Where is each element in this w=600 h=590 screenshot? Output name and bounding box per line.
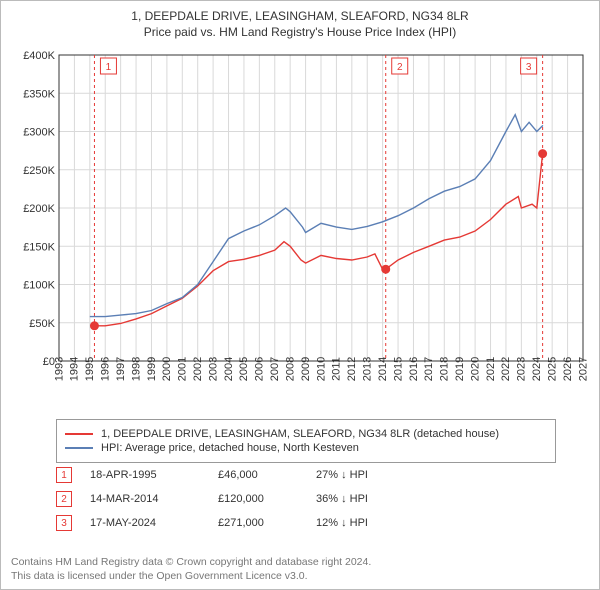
svg-text:2017: 2017 [423,357,435,381]
svg-text:£50K: £50K [29,318,55,330]
svg-text:2014: 2014 [377,357,389,381]
svg-text:2012: 2012 [346,357,358,381]
event-date: 14-MAR-2014 [90,493,200,505]
event-row: 2 14-MAR-2014 £120,000 36% ↓ HPI [56,487,556,511]
svg-text:2008: 2008 [284,357,296,381]
svg-text:2003: 2003 [207,357,219,381]
svg-text:£300K: £300K [23,127,55,139]
svg-text:2026: 2026 [562,357,574,381]
svg-text:1: 1 [106,62,112,73]
svg-text:2018: 2018 [439,357,451,381]
event-date: 18-APR-1995 [90,469,200,481]
svg-text:2020: 2020 [469,357,481,381]
svg-text:£100K: £100K [23,280,55,292]
svg-text:£150K: £150K [23,241,55,253]
svg-text:2: 2 [397,62,403,73]
svg-text:£200K: £200K [23,203,55,215]
svg-text:2021: 2021 [485,357,497,381]
svg-text:2025: 2025 [546,357,558,381]
event-row: 1 18-APR-1995 £46,000 27% ↓ HPI [56,463,556,487]
events-table: 1 18-APR-1995 £46,000 27% ↓ HPI 2 14-MAR… [56,463,556,535]
event-badge: 3 [56,515,72,531]
svg-text:£350K: £350K [23,88,55,100]
event-badge: 2 [56,491,72,507]
svg-text:1994: 1994 [69,357,81,381]
svg-text:2016: 2016 [408,357,420,381]
event-badge: 1 [56,467,72,483]
event-price: £46,000 [218,469,298,481]
footer-line2: This data is licensed under the Open Gov… [11,569,589,583]
svg-text:3: 3 [526,62,532,73]
title-address: 1, DEEPDALE DRIVE, LEASINGHAM, SLEAFORD,… [1,9,599,23]
svg-text:£400K: £400K [23,50,55,62]
svg-text:2010: 2010 [315,357,327,381]
svg-text:1999: 1999 [146,357,158,381]
event-price: £120,000 [218,493,298,505]
svg-text:2013: 2013 [362,357,374,381]
event-row: 3 17-MAY-2024 £271,000 12% ↓ HPI [56,511,556,535]
chart: £0£50K£100K£150K£200K£250K£300K£350K£400… [11,49,591,409]
legend: 1, DEEPDALE DRIVE, LEASINGHAM, SLEAFORD,… [56,419,556,463]
svg-text:2022: 2022 [500,357,512,381]
svg-text:2023: 2023 [516,357,528,381]
legend-swatch [65,447,93,449]
svg-text:2005: 2005 [238,357,250,381]
titles: 1, DEEPDALE DRIVE, LEASINGHAM, SLEAFORD,… [1,1,599,39]
legend-row: HPI: Average price, detached house, Nort… [65,442,547,454]
legend-label: HPI: Average price, detached house, Nort… [101,442,359,454]
event-delta: 27% ↓ HPI [316,469,426,481]
svg-text:2006: 2006 [254,357,266,381]
event-date: 17-MAY-2024 [90,517,200,529]
svg-text:2009: 2009 [300,357,312,381]
legend-label: 1, DEEPDALE DRIVE, LEASINGHAM, SLEAFORD,… [101,428,499,440]
chart-svg: £0£50K£100K£150K£200K£250K£300K£350K£400… [11,49,591,409]
svg-text:1998: 1998 [130,357,142,381]
svg-text:2015: 2015 [392,357,404,381]
event-price: £271,000 [218,517,298,529]
event-delta: 36% ↓ HPI [316,493,426,505]
event-delta: 12% ↓ HPI [316,517,426,529]
svg-text:2007: 2007 [269,357,281,381]
footer: Contains HM Land Registry data © Crown c… [11,553,589,583]
svg-text:£250K: £250K [23,165,55,177]
svg-text:2004: 2004 [223,357,235,381]
svg-text:2002: 2002 [192,357,204,381]
svg-text:1997: 1997 [115,357,127,381]
legend-swatch [65,433,93,435]
legend-row: 1, DEEPDALE DRIVE, LEASINGHAM, SLEAFORD,… [65,428,547,440]
figure-container: 1, DEEPDALE DRIVE, LEASINGHAM, SLEAFORD,… [0,0,600,590]
footer-line1: Contains HM Land Registry data © Crown c… [11,555,589,569]
svg-text:1995: 1995 [84,357,96,381]
svg-text:2024: 2024 [531,357,543,381]
svg-text:1996: 1996 [100,357,112,381]
title-subtitle: Price paid vs. HM Land Registry's House … [1,25,599,39]
svg-text:2000: 2000 [161,357,173,381]
svg-text:2019: 2019 [454,357,466,381]
svg-text:2001: 2001 [177,357,189,381]
